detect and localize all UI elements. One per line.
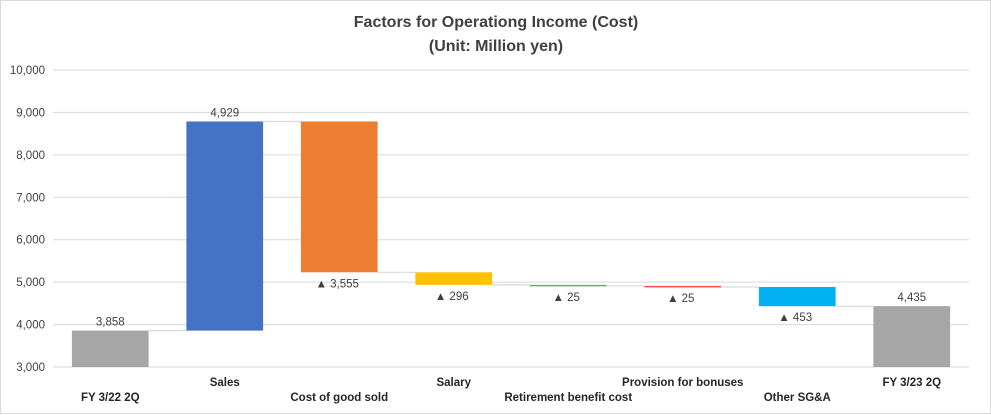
bar-provision-for-bonuses [644,285,722,288]
bar-retirement-benefit-cost [529,284,607,287]
y-tick-label: 3,000 [16,362,45,374]
data-label-fy-3-23-2q: 4,435 [897,292,926,304]
bar-fy-3-22-2q [71,330,149,367]
x-category-fy-3-22-2q: FY 3/22 2Q [81,392,140,404]
y-tick-label: 10,000 [10,65,45,77]
x-category-salary: Salary [436,377,471,389]
x-axis-categories: FY 3/22 2Q Sales Cost of good sold Salary Re… [81,377,941,404]
x-category-other-sg-a: Other SG&A [764,392,831,404]
x-category-cost-of-good-sold: Cost of good sold [290,392,388,404]
x-category-fy-3-23-2q: FY 3/23 2Q [882,377,941,389]
bar-cost-of-good-sold [300,121,378,273]
x-category-retirement-benefit-cost: Retirement benefit cost [504,392,632,404]
data-label-fy-3-22-2q: 3,858 [96,317,125,329]
data-label-provision-for-bonuses: ▲ 25 [667,293,694,305]
data-label-cost-of-good-sold: ▲ 3,555 [316,278,359,290]
chart-title-line2: (Unit: Million yen) [429,38,563,55]
y-tick-label: 8,000 [16,150,45,162]
x-category-sales: Sales [210,377,240,389]
y-tick-label: 7,000 [16,192,45,204]
data-label-other-sg-a: ▲ 453 [778,312,812,324]
data-label-salary: ▲ 296 [435,291,469,303]
data-label-retirement-benefit-cost: ▲ 25 [553,292,580,304]
x-category-provision-for-bonuses: Provision for bonuses [622,377,743,389]
bar-other-sg-a [758,286,836,307]
y-tick-label: 9,000 [16,107,45,119]
connectors [148,120,874,332]
data-label-sales: 4,929 [210,107,239,119]
y-tick-label: 6,000 [16,235,45,247]
y-axis-ticks: 3,000 4,000 5,000 6,000 7,000 8,000 9,000 10,00… [10,65,45,374]
bars [71,121,951,367]
chart-title-line1: Factors for Operationg Income (Cost) [354,14,638,31]
bar-fy-3-23-2q [873,306,951,367]
bar-salary [415,272,493,285]
data-labels: 3,858 4,929 ▲ 3,555 ▲ 296 ▲ 25 ▲ 25 ▲ 453 4,435 [96,107,926,328]
y-tick-label: 4,000 [16,320,45,332]
bar-sales [186,121,264,331]
y-tick-label: 5,000 [16,277,45,289]
